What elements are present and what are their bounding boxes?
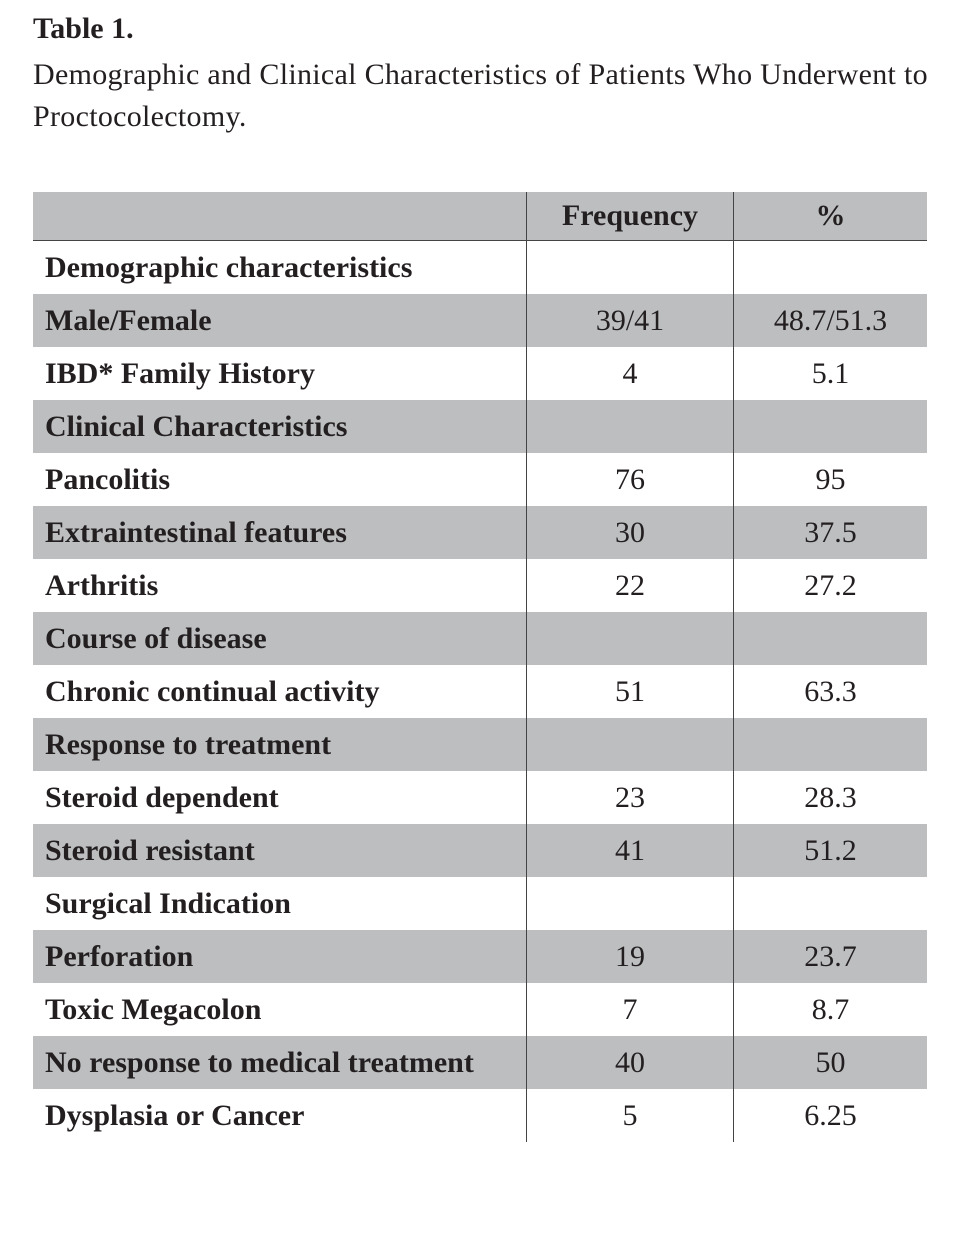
- percent-cell: [734, 877, 928, 930]
- frequency-cell: 22: [526, 559, 734, 612]
- table-row: Arthritis 22 27.2: [33, 559, 927, 612]
- frequency-cell: 30: [526, 506, 734, 559]
- table-row: Demographic characteristics: [33, 240, 928, 295]
- table-row: Perforation 19 23.7: [33, 930, 927, 983]
- percent-cell: [733, 612, 927, 665]
- frequency-cell: 39/41: [526, 294, 734, 347]
- row-label: Male/Female: [33, 294, 527, 347]
- row-label: Arthritis: [33, 559, 527, 612]
- header-cell: [33, 192, 527, 241]
- table-row: Dysplasia or Cancer 5 6.25: [33, 1089, 927, 1142]
- table-subtitle: Demographic and Clinical Characteristics…: [33, 58, 928, 133]
- percent-cell: [733, 400, 927, 453]
- frequency-cell: [526, 400, 734, 453]
- header-row: Frequency %: [33, 192, 927, 241]
- frequency-cell: 23: [526, 771, 734, 824]
- percent-cell: 6.25: [804, 1098, 857, 1132]
- percent-cell: 95: [815, 462, 846, 496]
- frequency-cell: 4: [526, 347, 734, 400]
- table-row: Pancolitis 76 95: [33, 453, 927, 506]
- row-label: No response to medical treatment: [33, 1036, 527, 1089]
- table-row: Steroid dependent 23 28.3: [33, 771, 927, 824]
- percent-cell: 37.5: [733, 506, 927, 559]
- row-label: Chronic continual activity: [33, 665, 527, 718]
- percent-cell: 27.2: [804, 568, 857, 602]
- row-label: IBD* Family History: [33, 347, 527, 400]
- table-title: Table 1.: [33, 12, 134, 45]
- row-label: Dysplasia or Cancer: [33, 1089, 527, 1142]
- percent-cell: 51.2: [733, 824, 927, 877]
- percent-cell: 63.3: [804, 674, 857, 708]
- header-cell: %: [733, 192, 927, 241]
- row-label: Perforation: [33, 930, 527, 983]
- table-row: Response to treatment: [33, 718, 927, 771]
- frequency-cell: 40: [526, 1036, 734, 1089]
- percent-cell: [733, 718, 927, 771]
- percent-cell: 8.7: [811, 992, 850, 1026]
- percent-cell: 23.7: [733, 930, 927, 983]
- frequency-cell: 5: [526, 1089, 734, 1142]
- frequency-cell: [526, 718, 734, 771]
- percent-cell: 5.1: [811, 356, 850, 390]
- frequency-cell: [526, 240, 734, 294]
- section-label: Response to treatment: [33, 718, 527, 771]
- row-label: Toxic Megacolon: [33, 983, 527, 1036]
- row-label: Steroid resistant: [33, 824, 527, 877]
- table-row: Course of disease: [33, 612, 927, 665]
- percent-cell: 50: [733, 1036, 927, 1089]
- percent-cell: 28.3: [804, 780, 857, 814]
- percent-cell: 48.7/51.3: [733, 294, 927, 347]
- frequency-cell: 7: [526, 983, 734, 1036]
- frequency-cell: [526, 877, 734, 930]
- table-row: Male/Female 39/41 48.7/51.3: [33, 294, 927, 347]
- section-label: Surgical Indication: [33, 877, 527, 930]
- frequency-cell: [526, 612, 734, 665]
- frequency-cell: 51: [526, 665, 734, 718]
- section-label: Clinical Characteristics: [33, 400, 527, 453]
- table-row: Surgical Indication: [33, 877, 927, 930]
- table-row: IBD* Family History 4 5.1: [33, 347, 927, 400]
- table-row: No response to medical treatment 40 50: [33, 1036, 927, 1089]
- table-row: Extraintestinal features 30 37.5: [33, 506, 927, 559]
- table-row: Clinical Characteristics: [33, 400, 927, 453]
- frequency-cell: 19: [526, 930, 734, 983]
- frequency-cell: 76: [526, 453, 734, 506]
- section-label: Course of disease: [33, 612, 527, 665]
- row-label: Steroid dependent: [33, 771, 527, 824]
- header-cell: Frequency: [526, 192, 734, 241]
- row-label: Extraintestinal features: [33, 506, 527, 559]
- table-row: Chronic continual activity 51 63.3: [33, 665, 927, 718]
- frequency-cell: 41: [526, 824, 734, 877]
- table-row: Toxic Megacolon 7 8.7: [33, 983, 927, 1036]
- row-label: Pancolitis: [33, 453, 527, 506]
- percent-cell: [734, 241, 928, 295]
- data-table: Frequency % Demographic characteristics M…: [33, 192, 927, 1142]
- table-row: Steroid resistant 41 51.2: [33, 824, 927, 877]
- section-label: Demographic characteristics: [33, 240, 527, 294]
